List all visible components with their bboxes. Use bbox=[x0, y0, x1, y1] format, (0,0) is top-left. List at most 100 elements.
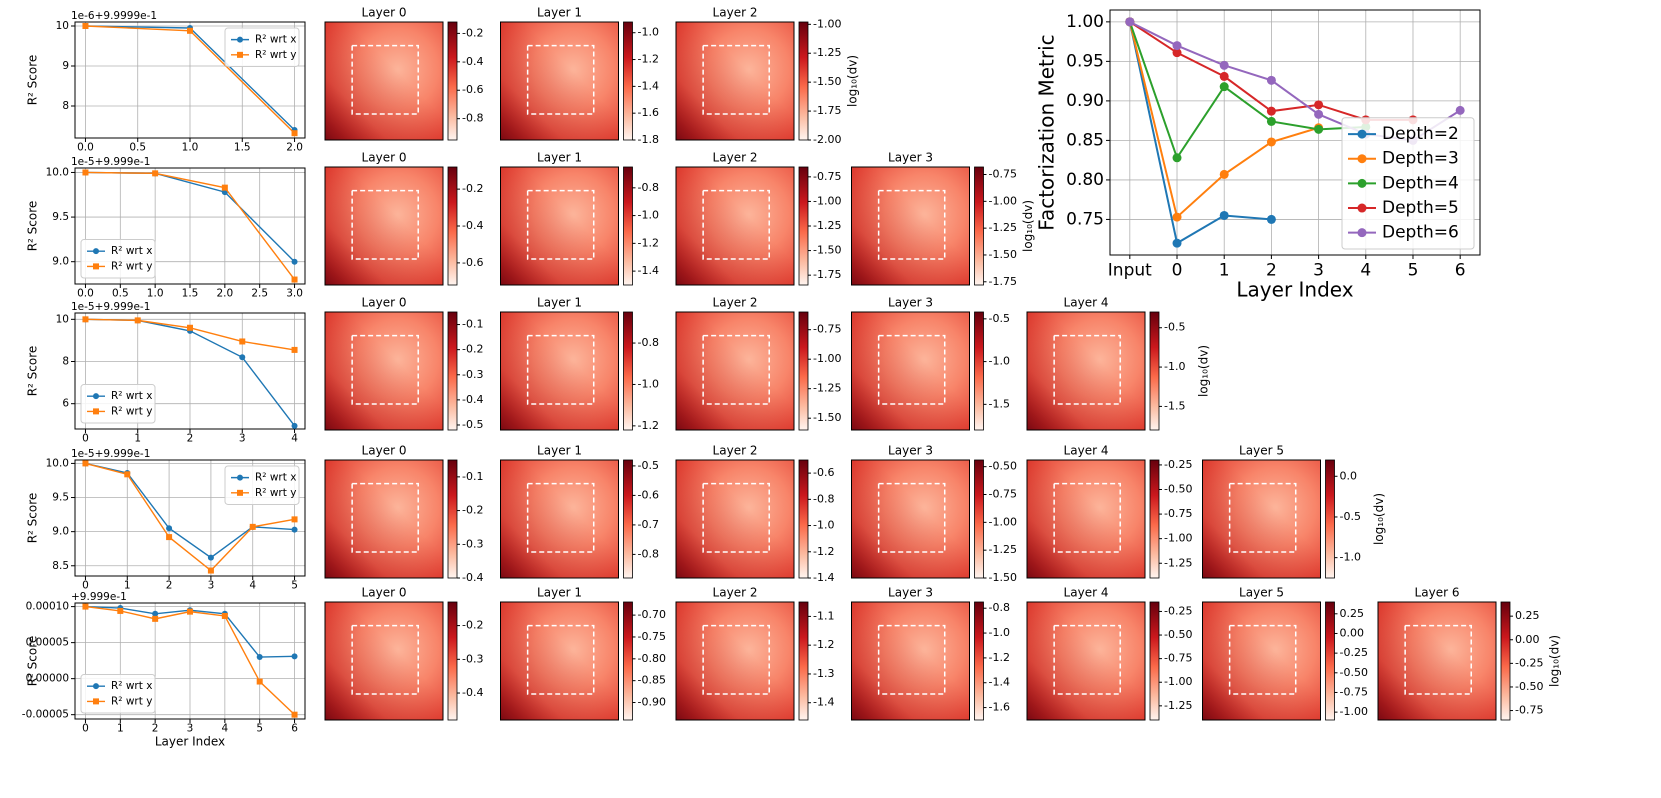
heatmap-frame bbox=[675, 166, 795, 286]
colorbar bbox=[623, 601, 633, 721]
heatmap-title: Layer 5 bbox=[1239, 444, 1284, 458]
heatmap-frame bbox=[851, 459, 970, 579]
region-box bbox=[526, 189, 595, 260]
x-tick-label: 2.0 bbox=[216, 287, 233, 299]
marker bbox=[1219, 210, 1229, 220]
x-tick-label: 3.0 bbox=[286, 287, 303, 299]
heatmap-frame bbox=[324, 459, 444, 579]
heatmap-frame bbox=[500, 601, 619, 721]
colorbar-label: log₁₀(dv) bbox=[1021, 200, 1035, 252]
colorbar-tick-label: -0.25 bbox=[1164, 604, 1192, 617]
region-box bbox=[351, 189, 419, 260]
x-tick-label: 0 bbox=[1172, 260, 1183, 280]
marker bbox=[1266, 75, 1276, 85]
colorbar-tick-label: -0.8 bbox=[813, 492, 834, 505]
marker bbox=[1172, 238, 1182, 248]
marker bbox=[291, 346, 298, 353]
legend-box bbox=[80, 239, 156, 279]
region-box bbox=[1404, 624, 1472, 695]
colorbar-tick-label: -0.8 bbox=[462, 112, 483, 125]
region-box bbox=[702, 624, 770, 695]
colorbar bbox=[447, 311, 458, 431]
legend-marker bbox=[237, 36, 243, 43]
marker bbox=[221, 184, 228, 191]
heatmap-frame bbox=[1377, 601, 1497, 721]
heatmap-shade bbox=[1027, 460, 1145, 578]
colorbar-label: log₁₀(dv) bbox=[1372, 493, 1386, 545]
marker bbox=[256, 678, 263, 685]
marker bbox=[1266, 116, 1276, 126]
colorbar bbox=[974, 601, 984, 721]
colorbar bbox=[623, 166, 633, 286]
x-tick-label: 0 bbox=[82, 579, 89, 591]
x-tick-label: 2 bbox=[187, 432, 194, 444]
legend-label: R² wrt y bbox=[111, 695, 152, 707]
colorbar-tick-label: -1.0 bbox=[638, 26, 659, 39]
series-line bbox=[1128, 21, 1272, 245]
legend-marker bbox=[1357, 203, 1367, 213]
x-tick-label: 0.5 bbox=[129, 141, 146, 153]
y-tick-label: 0.80 bbox=[1066, 170, 1104, 190]
marker bbox=[82, 603, 89, 610]
colorbar bbox=[1325, 459, 1335, 579]
marker bbox=[256, 654, 263, 661]
heatmap-shade bbox=[500, 22, 619, 140]
colorbar-tick-label: 0.25 bbox=[1340, 607, 1365, 620]
colorbar bbox=[1500, 601, 1511, 721]
colorbar-tick-label: -0.4 bbox=[462, 219, 483, 232]
heatmap-frame bbox=[675, 459, 795, 579]
heatmap-title: Layer 3 bbox=[888, 444, 933, 458]
heatmap-shade bbox=[851, 312, 970, 430]
colorbar-tick-label: -0.4 bbox=[462, 571, 483, 584]
x-tick-label: 0 bbox=[82, 432, 89, 444]
colorbar-tick-label: -0.5 bbox=[1164, 321, 1185, 334]
heatmap-title: Layer 0 bbox=[362, 296, 407, 310]
marker bbox=[291, 276, 298, 283]
marker bbox=[1314, 124, 1324, 134]
colorbar-tick-label: -0.1 bbox=[462, 470, 483, 483]
colorbar bbox=[623, 311, 633, 431]
colorbar-tick-label: -1.25 bbox=[813, 46, 841, 59]
marker bbox=[152, 170, 159, 177]
colorbar-tick-label: -1.00 bbox=[813, 17, 841, 30]
heatmap-title: Layer 3 bbox=[888, 296, 933, 310]
marker bbox=[1125, 17, 1135, 27]
x-axis-label: Layer Index bbox=[155, 735, 225, 749]
colorbar-tick-label: -0.3 bbox=[462, 368, 483, 381]
colorbar-tick-label: -1.0 bbox=[1340, 551, 1361, 564]
marker bbox=[187, 608, 193, 615]
x-tick-label: 5 bbox=[1408, 260, 1419, 280]
colorbar-tick-label: -0.5 bbox=[462, 418, 483, 431]
legend-marker bbox=[93, 248, 99, 255]
plot-frame bbox=[1109, 9, 1481, 256]
marker bbox=[1266, 214, 1276, 224]
marker bbox=[1172, 212, 1182, 222]
heatmap-title: Layer 1 bbox=[537, 6, 582, 20]
marker bbox=[82, 460, 89, 467]
region-box bbox=[1053, 334, 1121, 405]
heatmap-shade bbox=[325, 312, 443, 430]
colorbar-tick-label: -0.75 bbox=[1164, 507, 1192, 520]
region-box bbox=[351, 624, 419, 695]
colorbar-tick-label: -1.2 bbox=[638, 419, 659, 432]
colorbar bbox=[447, 459, 458, 579]
y-tick-label: -0.00005 bbox=[22, 709, 69, 721]
marker bbox=[166, 534, 173, 541]
colorbar-tick-label: -1.00 bbox=[1164, 532, 1192, 545]
colorbar-tick-label: -0.75 bbox=[1340, 685, 1368, 698]
heatmap-title: Layer 6 bbox=[1415, 586, 1460, 600]
colorbar-tick-label: -1.4 bbox=[638, 264, 659, 277]
marker bbox=[1266, 106, 1276, 116]
colorbar-tick-label: -0.75 bbox=[638, 630, 666, 643]
colorbar-tick-label: -0.4 bbox=[462, 393, 483, 406]
colorbar bbox=[1149, 311, 1160, 431]
marker bbox=[291, 130, 298, 137]
colorbar-tick-label: -0.8 bbox=[638, 181, 659, 194]
colorbar-tick-label: -1.2 bbox=[813, 545, 834, 558]
colorbar-tick-label: -1.6 bbox=[989, 701, 1010, 714]
legend-box bbox=[1341, 117, 1475, 250]
colorbar-tick-label: -1.00 bbox=[989, 515, 1017, 528]
heatmap-title: Layer 4 bbox=[1064, 586, 1109, 600]
marker bbox=[291, 711, 298, 718]
colorbar-tick-label: -1.0 bbox=[638, 377, 659, 390]
